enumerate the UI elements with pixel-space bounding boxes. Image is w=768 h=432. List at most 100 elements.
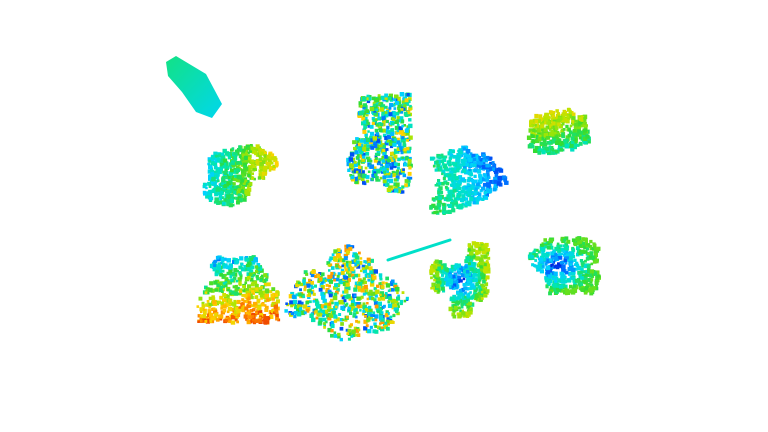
point — [429, 269, 433, 273]
point — [367, 130, 370, 133]
point — [453, 315, 457, 319]
point — [455, 183, 458, 186]
point — [215, 273, 218, 276]
point — [330, 334, 334, 338]
point — [335, 306, 338, 309]
point — [469, 197, 473, 201]
point — [247, 147, 250, 150]
point — [219, 194, 223, 198]
point — [441, 173, 444, 176]
point — [435, 160, 438, 163]
point — [572, 238, 576, 242]
point — [583, 237, 587, 241]
point — [223, 309, 227, 313]
point — [571, 290, 575, 294]
point — [366, 148, 370, 152]
point — [585, 273, 588, 276]
point — [377, 310, 380, 313]
point — [397, 158, 401, 162]
point — [379, 129, 383, 133]
point — [371, 297, 375, 301]
point — [274, 305, 278, 309]
point — [487, 277, 490, 280]
point — [223, 184, 227, 188]
point — [331, 266, 335, 270]
point — [566, 253, 569, 256]
point — [555, 141, 559, 145]
point — [231, 160, 234, 163]
point — [461, 190, 465, 194]
point — [389, 112, 393, 116]
point — [542, 265, 545, 268]
point — [367, 258, 371, 262]
point — [386, 170, 389, 173]
point — [208, 309, 211, 312]
point — [452, 194, 455, 197]
point — [483, 173, 486, 176]
point — [471, 296, 475, 300]
point — [546, 285, 549, 288]
point — [260, 152, 264, 156]
point — [344, 299, 347, 302]
point — [348, 338, 351, 341]
point — [257, 306, 261, 310]
point — [271, 162, 274, 165]
point — [332, 311, 336, 315]
point — [367, 298, 370, 301]
point — [565, 271, 569, 275]
point — [308, 289, 311, 292]
point — [389, 316, 392, 319]
point — [247, 319, 250, 322]
point — [533, 149, 537, 153]
point — [394, 178, 397, 181]
point — [433, 199, 436, 202]
point — [213, 264, 216, 267]
point — [483, 266, 486, 269]
point — [401, 136, 404, 139]
point — [465, 186, 468, 189]
point — [372, 275, 376, 279]
point — [251, 159, 254, 162]
point — [495, 174, 499, 178]
point — [534, 249, 537, 252]
point — [229, 304, 232, 307]
point — [255, 311, 258, 314]
point — [550, 287, 553, 290]
point — [351, 329, 355, 333]
point — [235, 288, 238, 291]
point — [471, 184, 474, 187]
point — [249, 262, 252, 265]
point — [485, 164, 489, 168]
point — [483, 254, 487, 258]
point — [226, 199, 230, 203]
point — [552, 249, 555, 252]
point — [358, 166, 361, 169]
point — [207, 300, 210, 303]
point — [589, 256, 592, 259]
point — [406, 103, 409, 106]
point — [468, 310, 472, 314]
point — [224, 169, 227, 172]
point — [233, 152, 236, 155]
point — [244, 165, 247, 168]
point — [399, 147, 402, 150]
point — [316, 317, 319, 320]
point — [466, 294, 470, 298]
point — [555, 150, 559, 154]
point — [202, 304, 205, 307]
point — [540, 122, 543, 125]
point — [388, 304, 392, 308]
point — [465, 265, 468, 268]
point — [486, 289, 490, 293]
point — [329, 259, 332, 262]
point — [468, 158, 472, 162]
point — [499, 169, 503, 173]
point — [366, 157, 369, 160]
point — [215, 199, 218, 202]
point — [387, 183, 390, 186]
point — [350, 267, 355, 272]
point — [437, 281, 440, 284]
point — [329, 280, 333, 284]
point — [346, 294, 350, 298]
point — [222, 171, 225, 174]
